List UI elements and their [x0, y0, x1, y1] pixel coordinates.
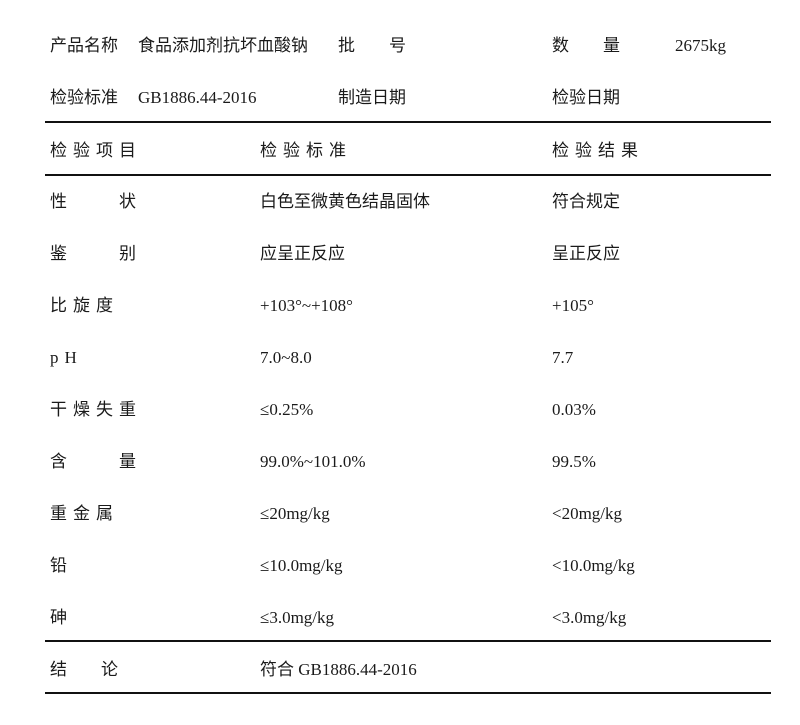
quantity-value: 2675kg [675, 36, 726, 55]
row-result: <10.0mg/kg [552, 556, 635, 575]
column-header-item: 检验项目 [50, 141, 142, 160]
column-header-standard: 检验标准 [260, 141, 352, 160]
row-result: 呈正反应 [552, 244, 620, 263]
row-standard: ≤20mg/kg [260, 504, 330, 523]
row-standard: 7.0~8.0 [260, 348, 312, 367]
row-result: 99.5% [552, 452, 596, 471]
standard-value: GB1886.44-2016 [138, 88, 257, 107]
row-standard: ≤0.25% [260, 400, 314, 419]
divider [45, 174, 771, 176]
quantity-label: 数 量 [552, 36, 620, 55]
row-item: 含 量 [50, 452, 142, 471]
row-result: <3.0mg/kg [552, 608, 627, 627]
row-item: 鉴 别 [50, 244, 142, 263]
batch-label: 批 号 [338, 36, 406, 55]
row-item: 重金属 [50, 504, 119, 523]
row-standard: ≤3.0mg/kg [260, 608, 335, 627]
row-item: 砷 [50, 608, 73, 627]
row-item: 铅 [50, 556, 73, 575]
inspection-date-label: 检验日期 [552, 88, 620, 107]
row-result: 符合规定 [552, 192, 620, 211]
row-standard: +103°~+108° [260, 296, 353, 315]
row-item: pH [50, 348, 83, 367]
row-standard: ≤10.0mg/kg [260, 556, 343, 575]
row-item: 比旋度 [50, 296, 119, 315]
divider [45, 692, 771, 694]
column-header-result: 检验结果 [552, 141, 644, 160]
row-item: 性 状 [50, 192, 142, 211]
manufacture-date-label: 制造日期 [338, 88, 406, 107]
row-result: 7.7 [552, 348, 574, 367]
row-result: +105° [552, 296, 594, 315]
row-standard: 99.0%~101.0% [260, 452, 366, 471]
conclusion-label: 结 论 [50, 660, 118, 679]
row-result: <20mg/kg [552, 504, 623, 523]
row-item: 干燥失重 [50, 400, 142, 419]
product-name-label: 产品名称 [50, 36, 118, 55]
row-result: 0.03% [552, 400, 596, 419]
row-standard: 应呈正反应 [260, 244, 345, 263]
divider [45, 640, 771, 642]
divider [45, 121, 771, 123]
product-name: 食品添加剂抗坏血酸钠 [138, 36, 308, 55]
standard-label: 检验标准 [50, 88, 118, 107]
row-standard: 白色至微黄色结晶固体 [260, 192, 430, 211]
conclusion-value: 符合 GB1886.44-2016 [260, 660, 417, 679]
